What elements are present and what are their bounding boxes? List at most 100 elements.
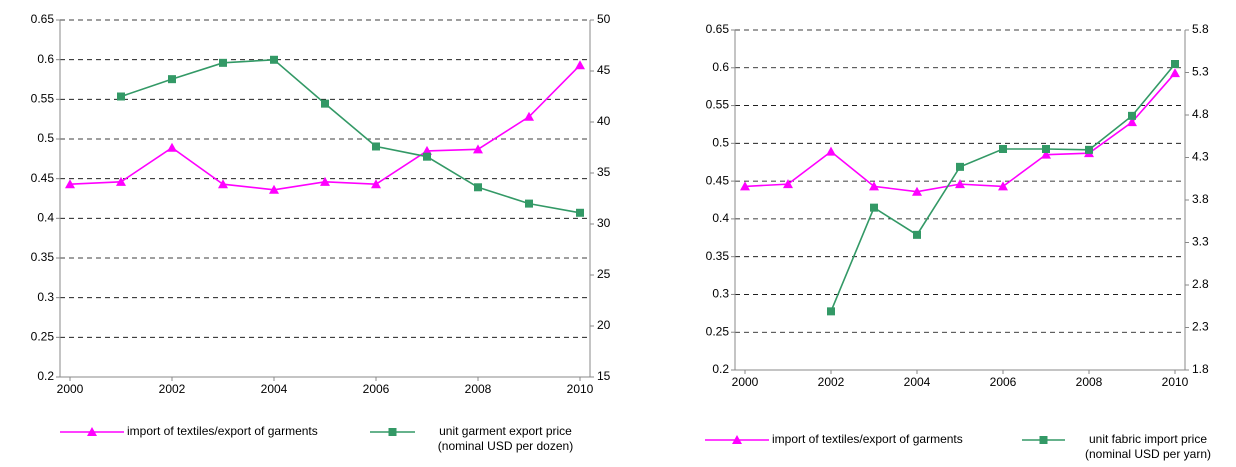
triangle-marker	[422, 145, 432, 155]
legend-label: import of textiles/export of garments	[127, 424, 318, 438]
square-marker	[1039, 436, 1048, 444]
x-tick-label: 2006	[990, 375, 1017, 389]
square-marker	[270, 55, 278, 64]
square-marker	[1128, 111, 1136, 120]
square-marker	[388, 428, 397, 436]
triangle-marker	[869, 181, 879, 191]
legend-label: unit fabric import price (nominal USD pe…	[1084, 432, 1212, 461]
y-tick-label: 0.3	[712, 287, 729, 301]
y-tick-label: 0.65	[706, 22, 730, 36]
y2-tick-label: 40	[597, 114, 611, 128]
x-tick-label: 2006	[363, 382, 390, 396]
y2-tick-label: 5.8	[1192, 22, 1209, 36]
y-tick-label: 0.6	[37, 52, 54, 66]
square-marker	[219, 58, 227, 67]
y-tick-label: 0.5	[712, 136, 729, 150]
y2-tick-label: 45	[597, 63, 611, 77]
y2-tick-label: 3.3	[1192, 235, 1209, 249]
series-line	[69, 64, 581, 191]
y2-tick-label: 25	[597, 267, 611, 281]
triangle-marker	[371, 179, 381, 189]
triangle-marker	[783, 179, 793, 189]
y-tick-label: 0.55	[31, 92, 55, 106]
square-marker	[576, 208, 584, 217]
square-marker	[423, 152, 431, 161]
square-marker	[168, 75, 176, 84]
legend-label: unit garment export price (nominal USD p…	[437, 424, 574, 453]
triangle-marker	[167, 142, 177, 152]
triangle-marker	[826, 146, 836, 156]
y-tick-label: 0.25	[31, 330, 55, 344]
triangle-marker	[955, 179, 965, 189]
x-tick-label: 2010	[567, 382, 594, 396]
square-marker	[1085, 145, 1093, 154]
y2-tick-label: 35	[597, 165, 611, 179]
y-tick-label: 0.45	[706, 173, 730, 187]
square-marker	[372, 142, 380, 151]
x-tick-label: 2008	[1076, 375, 1103, 389]
x-tick-label: 2004	[261, 382, 288, 396]
y-tick-label: 0.3	[37, 290, 54, 304]
x-tick-label: 2010	[1162, 375, 1189, 389]
y-tick-label: 0.4	[37, 211, 54, 225]
y2-tick-label: 30	[597, 216, 611, 230]
square-marker	[913, 230, 921, 239]
x-tick-label: 2008	[465, 382, 492, 396]
legend-label: import of textiles/export of garments	[772, 432, 963, 446]
y-tick-label: 0.35	[31, 250, 55, 264]
y-tick-label: 0.2	[712, 362, 729, 376]
y2-tick-label: 3.8	[1192, 192, 1209, 206]
square-marker	[956, 162, 964, 171]
y-tick-label: 0.65	[31, 12, 55, 26]
triangle-marker	[473, 144, 483, 154]
x-tick-label: 2000	[732, 375, 759, 389]
y2-tick-label: 2.3	[1192, 320, 1209, 334]
triangle-marker	[116, 176, 126, 186]
square-marker	[117, 92, 125, 101]
y-tick-label: 0.35	[706, 249, 730, 263]
square-marker	[321, 99, 329, 108]
y-tick-label: 0.4	[712, 211, 729, 225]
square-marker	[999, 145, 1007, 153]
square-marker	[1042, 145, 1050, 153]
y2-tick-label: 5.3	[1192, 65, 1209, 79]
triangle-marker	[912, 186, 922, 196]
y-tick-label: 0.45	[31, 171, 55, 185]
series-line	[120, 58, 581, 214]
y-tick-label: 0.25	[706, 324, 730, 338]
triangle-marker	[1041, 149, 1051, 159]
y2-tick-label: 4.8	[1192, 107, 1209, 121]
triangle-marker	[1127, 117, 1137, 127]
triangle-marker	[524, 111, 534, 121]
y2-tick-label: 2.8	[1192, 277, 1209, 291]
triangle-marker	[65, 179, 75, 189]
y-tick-label: 0.6	[712, 60, 729, 74]
triangle-marker	[732, 435, 742, 444]
y2-tick-label: 15	[597, 369, 611, 383]
triangle-marker	[1170, 68, 1180, 78]
triangle-marker	[998, 181, 1008, 191]
y2-tick-label: 1.8	[1192, 362, 1209, 376]
square-marker	[827, 307, 835, 316]
y-tick-label: 0.2	[37, 369, 54, 383]
triangle-marker	[320, 176, 330, 186]
y2-tick-label: 4.3	[1192, 150, 1209, 164]
triangle-marker	[87, 427, 97, 436]
triangle-marker	[575, 60, 585, 70]
square-marker	[525, 199, 533, 208]
square-marker	[474, 183, 482, 192]
triangle-marker	[269, 184, 279, 194]
x-tick-label: 2004	[904, 375, 931, 389]
x-tick-label: 2002	[818, 375, 845, 389]
x-tick-label: 2002	[159, 382, 186, 396]
y2-tick-label: 50	[597, 12, 611, 26]
square-marker	[1171, 60, 1179, 68]
y2-tick-label: 20	[597, 318, 611, 332]
triangle-marker	[740, 181, 750, 191]
triangle-marker	[218, 179, 228, 189]
y-tick-label: 0.55	[706, 98, 730, 112]
x-tick-label: 2000	[57, 382, 84, 396]
y-tick-label: 0.5	[37, 131, 54, 145]
